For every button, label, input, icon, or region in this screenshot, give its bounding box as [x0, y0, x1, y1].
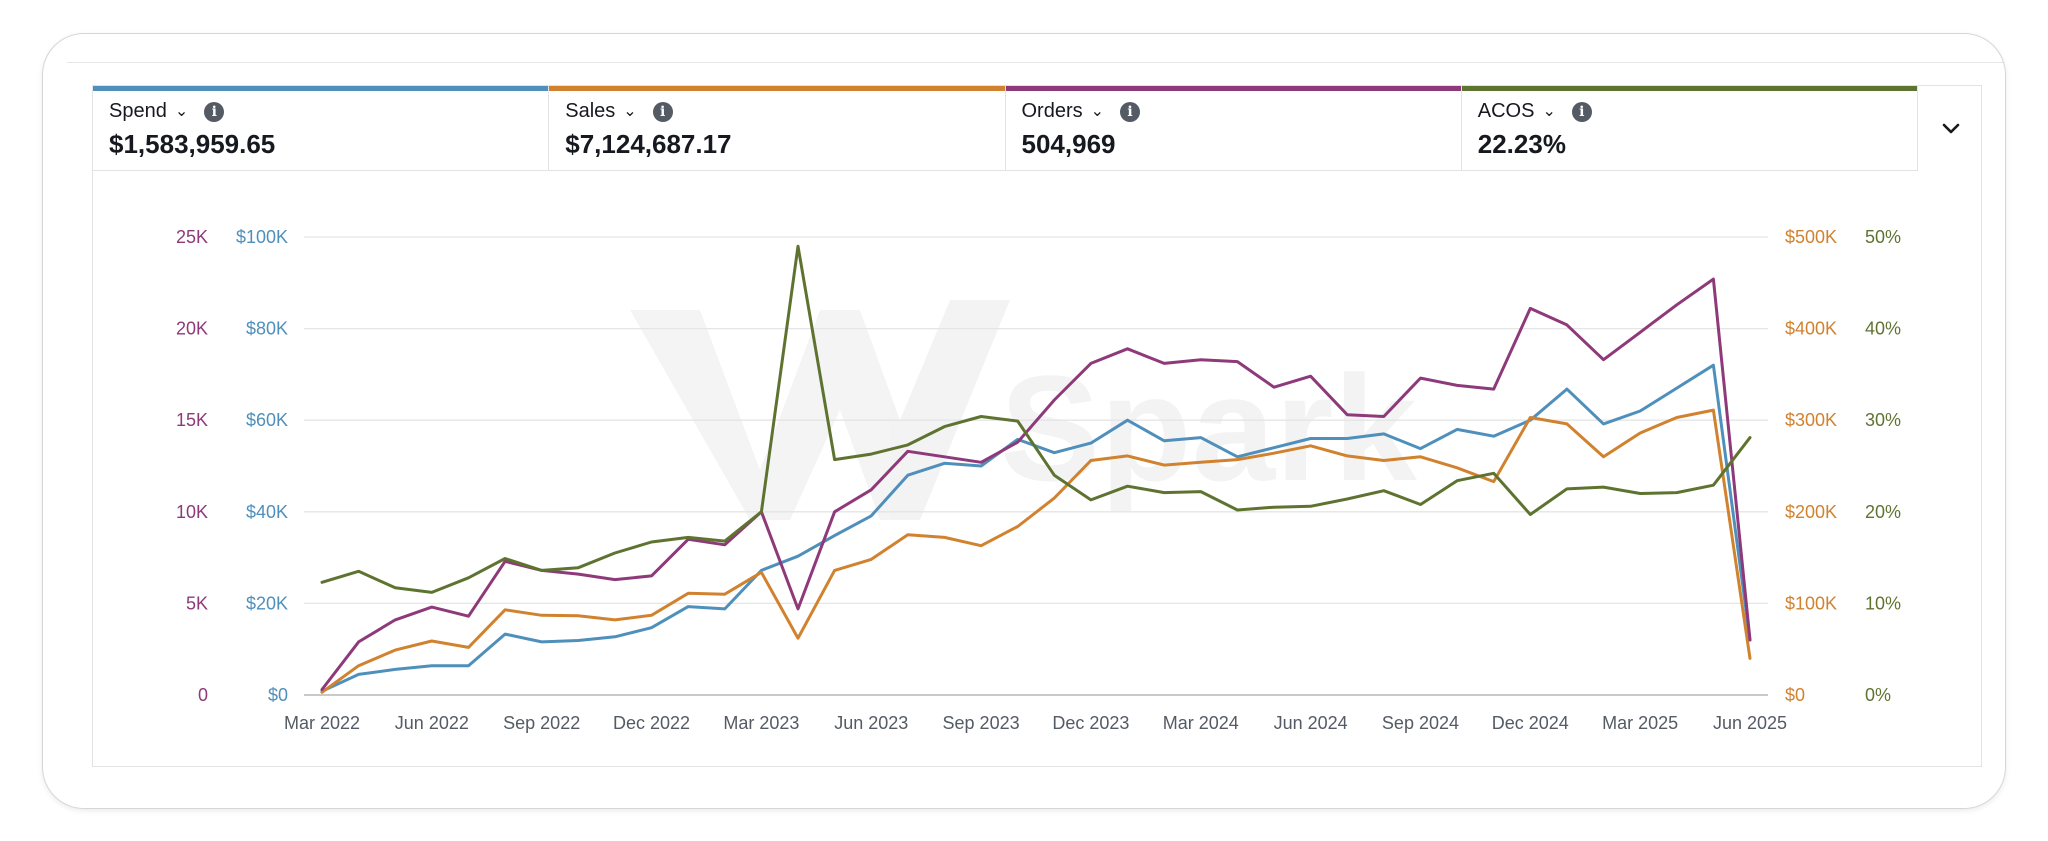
svg-text:Spark: Spark: [1000, 344, 1417, 512]
info-icon[interactable]: i: [204, 101, 225, 122]
chevron-down-icon[interactable]: ⌄: [1542, 102, 1556, 120]
sales-axis-tick: $400K: [1785, 319, 1837, 339]
acos-axis-tick: 10%: [1865, 593, 1901, 613]
expand-button[interactable]: [1918, 86, 1983, 171]
metric-color-bar: [1461, 86, 1917, 91]
x-axis-tick: Mar 2024: [1163, 713, 1239, 733]
chevron-down-icon[interactable]: ⌄: [623, 102, 637, 120]
metric-value: 22.23%: [1477, 129, 1566, 159]
orders-axis-tick: 10K: [176, 502, 208, 522]
performance-panel: Spend ⌄ i $1,583,959.65 Sales ⌄ i $7,124…: [92, 85, 1982, 767]
x-axis-tick: Dec 2022: [613, 713, 690, 733]
acos-series-line: [320, 244, 1752, 594]
spend-axis-tick: $100K: [236, 227, 288, 247]
x-axis-tick: Mar 2023: [723, 713, 799, 733]
info-icon[interactable]: i: [1571, 101, 1592, 122]
metric-color-bar: [549, 86, 1005, 91]
metric-tile-orders[interactable]: Orders ⌄ i 504,969: [1005, 86, 1462, 171]
acos-axis-tick: 40%: [1865, 319, 1901, 339]
metric-label: Spend: [109, 100, 167, 122]
x-axis-tick: Dec 2024: [1492, 713, 1569, 733]
metric-value: $1,583,959.65: [109, 129, 276, 159]
sales-axis-tick: $500K: [1785, 227, 1837, 247]
info-icon[interactable]: i: [652, 101, 673, 122]
metric-header[interactable]: Sales ⌄ i: [565, 100, 1004, 123]
x-axis-tick: Dec 2023: [1052, 713, 1129, 733]
metric-tiles: Spend ⌄ i $1,583,959.65 Sales ⌄ i $7,124…: [93, 86, 1918, 171]
x-axis-tick: Sep 2022: [503, 713, 580, 733]
spend-axis-tick: $0: [268, 685, 288, 705]
orders-axis-tick: 0: [198, 685, 208, 705]
orders-axis-tick: 15K: [176, 410, 208, 430]
acos-axis-tick: 30%: [1865, 410, 1901, 430]
x-axis-tick: Mar 2025: [1602, 713, 1678, 733]
spend-axis-tick: $80K: [246, 319, 288, 339]
metric-color-bar: [1005, 86, 1461, 91]
sales-series-line: [320, 408, 1752, 694]
acos-axis-tick: 0%: [1865, 685, 1891, 705]
x-axis-tick: Sep 2023: [943, 713, 1020, 733]
chevron-down-icon: [1942, 123, 1959, 133]
orders-axis-tick: 20K: [176, 319, 208, 339]
metric-value: $7,124,687.17: [565, 129, 732, 159]
metric-label: ACOS: [1477, 100, 1535, 122]
spend-axis-tick: $60K: [246, 410, 288, 430]
x-axis-tick: Mar 2022: [284, 713, 360, 733]
x-axis-tick: Jun 2024: [1274, 713, 1348, 733]
metric-tile-spend[interactable]: Spend ⌄ i $1,583,959.65: [93, 86, 550, 171]
chevron-down-icon[interactable]: ⌄: [174, 102, 189, 120]
metric-header[interactable]: Spend ⌄ i: [109, 100, 548, 123]
acos-axis-tick: 50%: [1865, 227, 1901, 247]
orders-axis-tick: 25K: [176, 227, 208, 247]
metric-tile-acos[interactable]: ACOS ⌄ i 22.23%: [1461, 86, 1918, 171]
x-axis-tick: Jun 2023: [834, 713, 908, 733]
divider: [67, 62, 2005, 63]
sales-axis-tick: $100K: [1785, 593, 1837, 613]
metric-label: Orders: [1021, 100, 1083, 122]
acos-axis-tick: 20%: [1865, 502, 1901, 522]
metric-value: 504,969: [1021, 129, 1116, 159]
metric-color-bar: [93, 86, 549, 91]
orders-series-line: [320, 277, 1752, 691]
sales-axis-tick: $0: [1785, 685, 1805, 705]
x-axis-tick: Sep 2024: [1382, 713, 1459, 733]
chevron-down-icon[interactable]: ⌄: [1090, 102, 1105, 120]
metric-header[interactable]: Orders ⌄ i: [1022, 100, 1461, 123]
sales-axis-tick: $200K: [1785, 502, 1837, 522]
orders-axis-tick: 5K: [186, 593, 208, 613]
spend-axis-tick: $40K: [246, 502, 288, 522]
logo-watermark: Spark: [630, 300, 1417, 520]
sales-axis-tick: $300K: [1785, 410, 1837, 430]
metric-tile-sales[interactable]: Sales ⌄ i $7,124,687.17: [549, 86, 1006, 171]
x-axis-tick: Jun 2025: [1713, 713, 1787, 733]
x-axis-tick: Jun 2022: [395, 713, 469, 733]
spend-axis-tick: $20K: [246, 593, 288, 613]
info-icon[interactable]: i: [1120, 101, 1141, 122]
metric-label: Sales: [565, 100, 616, 122]
metric-header[interactable]: ACOS ⌄ i: [1478, 100, 1917, 123]
